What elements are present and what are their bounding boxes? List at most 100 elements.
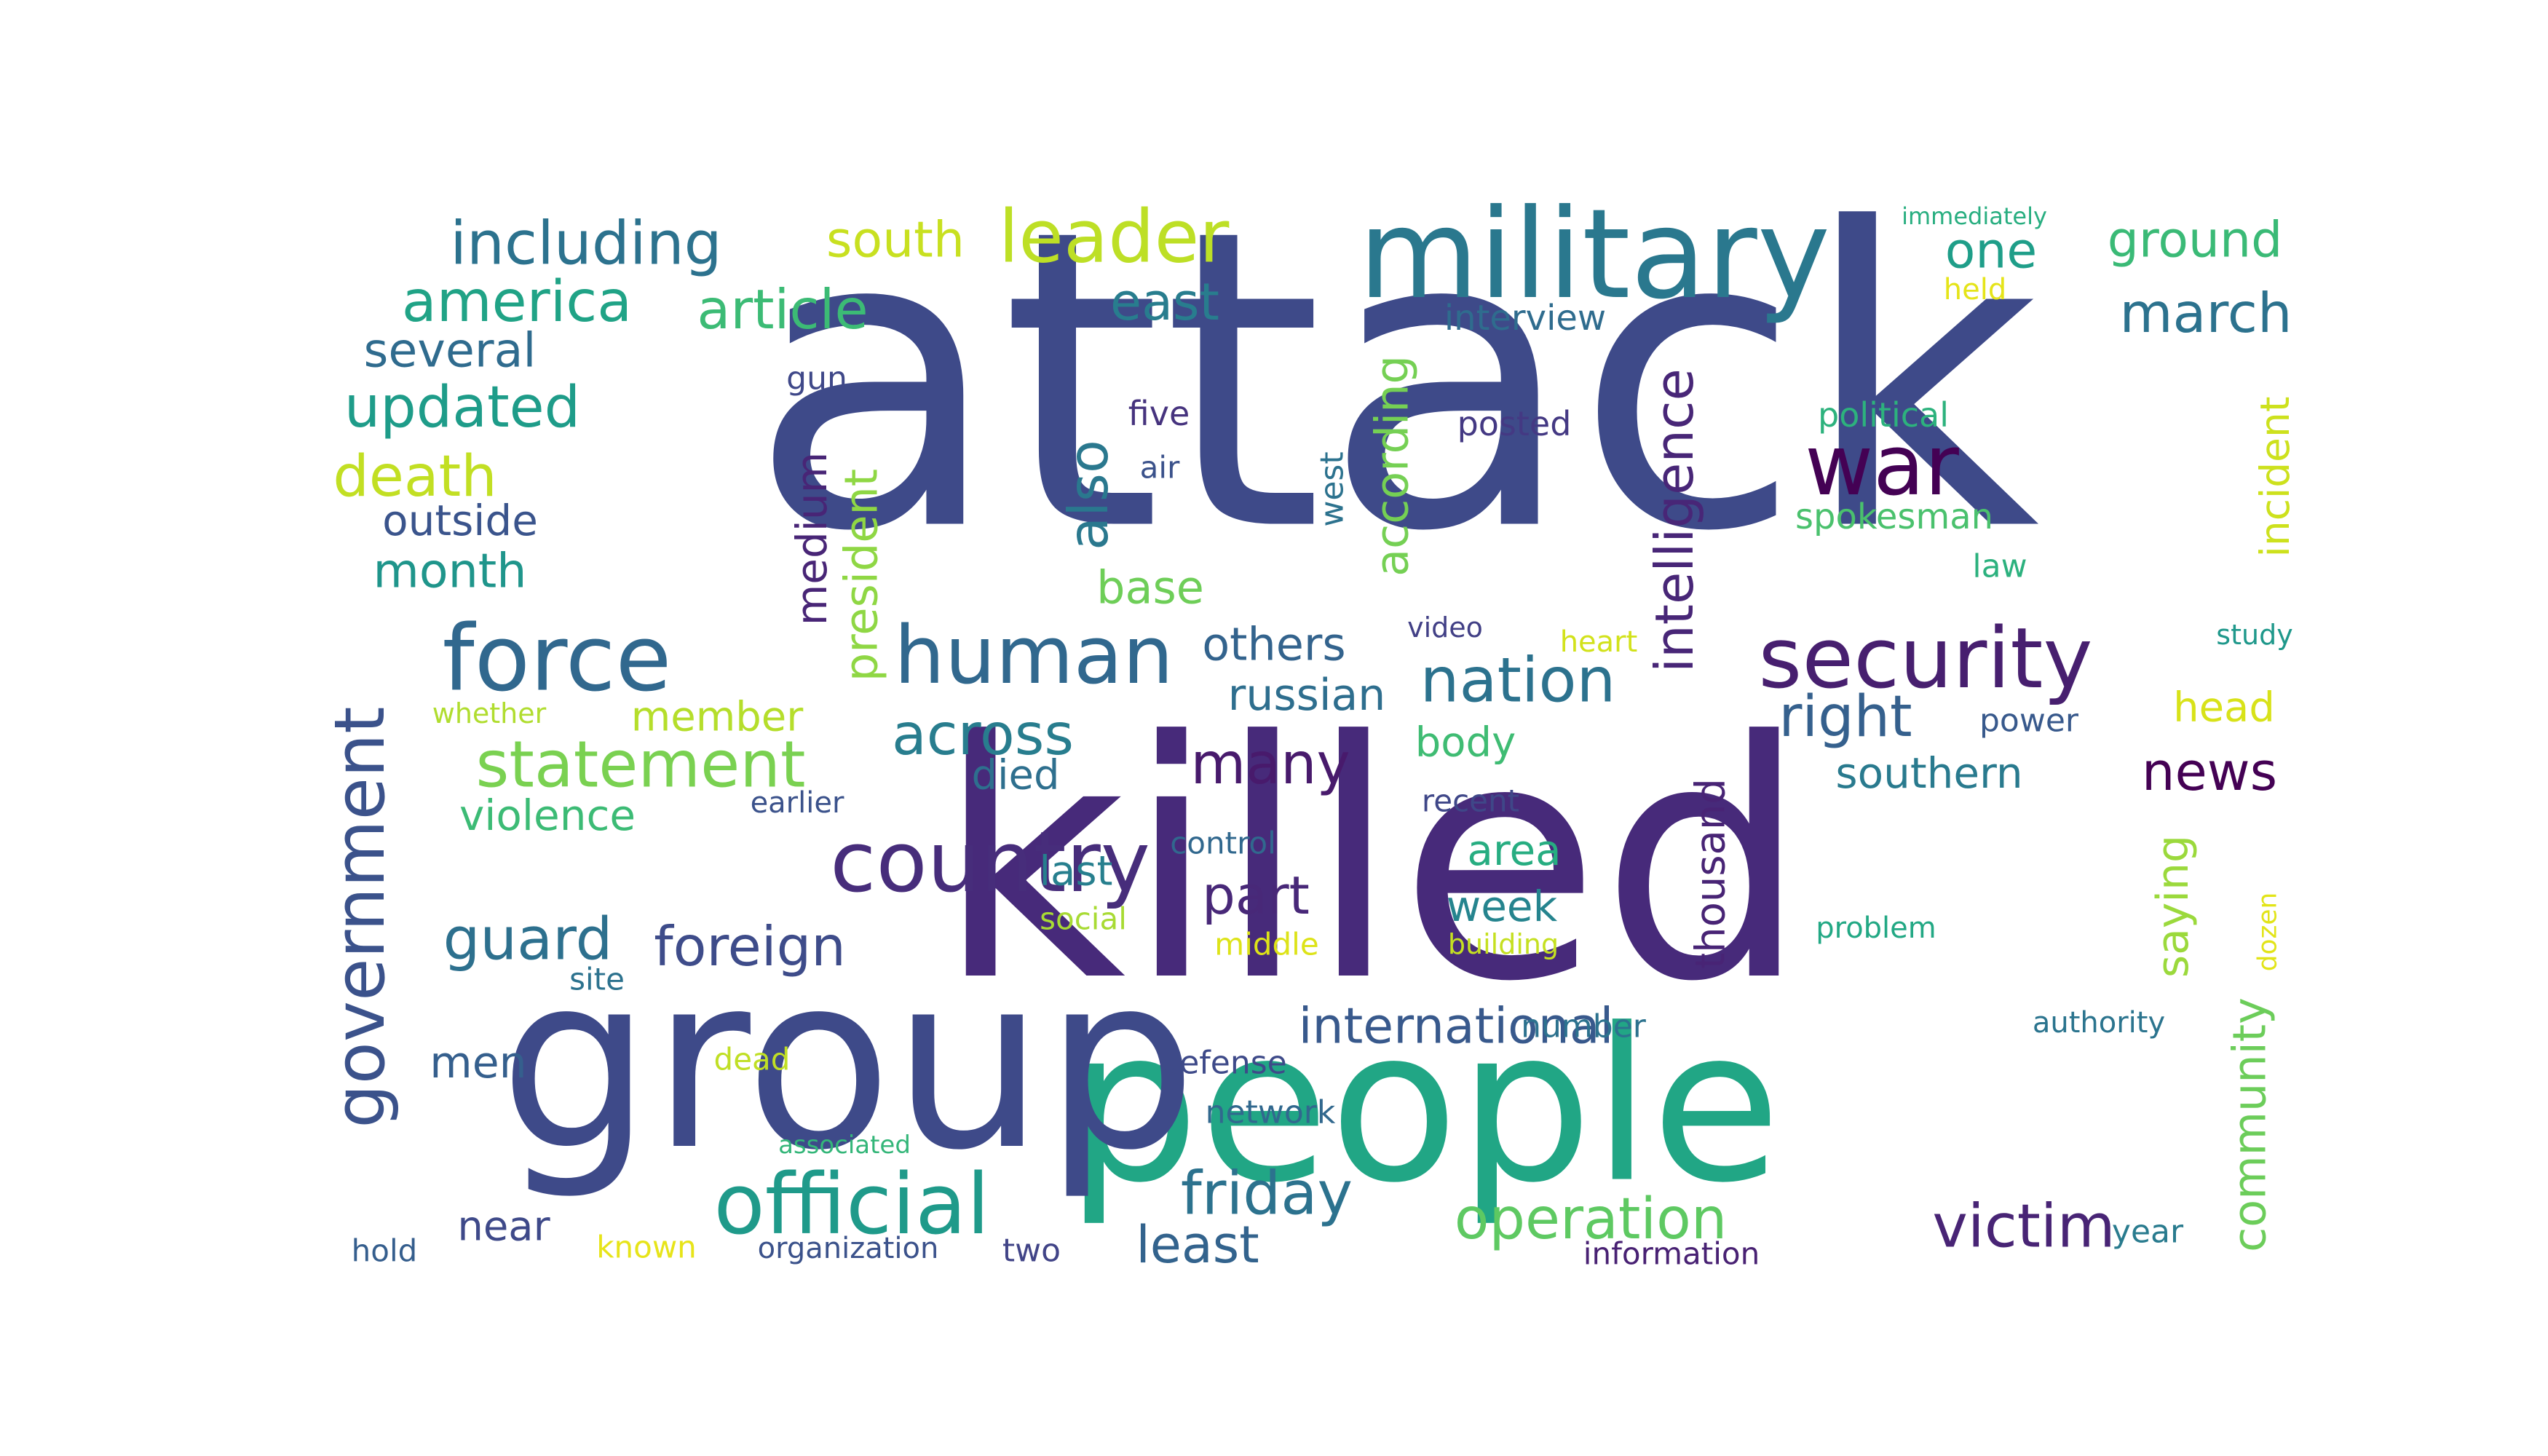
cloud-word-incident: incident [2252,397,2298,558]
cloud-word-political: political [1818,395,1949,435]
cloud-word-west: west [1314,451,1351,526]
cloud-word-five: five [1128,394,1190,433]
cloud-word-dozen: dozen [2253,893,2283,972]
cloud-word-spokesman: spokesman [1795,496,1993,537]
cloud-word-international: international [1299,998,1614,1056]
cloud-word-one: one [1945,223,2038,280]
cloud-word-gun: gun [786,360,847,397]
cloud-word-information: information [1583,1236,1760,1272]
cloud-word-saying: saying [2148,835,2199,978]
cloud-word-month: month [373,545,527,599]
cloud-word-people: people [1066,984,1781,1230]
cloud-word-associated: associated [778,1131,911,1160]
cloud-word-security: security [1758,610,2092,708]
cloud-word-whether: whether [432,697,547,729]
cloud-word-hold: hold [352,1233,418,1269]
cloud-word-statement: statement [475,727,805,802]
cloud-word-authority: authority [2033,1006,2165,1040]
cloud-word-march: march [2120,281,2292,345]
cloud-word-year: year [2112,1214,2184,1251]
cloud-word-friday: friday [1181,1160,1353,1229]
cloud-word-country: country [830,814,1150,911]
cloud-word-including: including [450,210,721,279]
cloud-word-right: right [1779,684,1912,750]
cloud-word-guard: guard [443,906,613,973]
cloud-word-last: last [1039,848,1112,895]
cloud-word-body: body [1415,719,1516,767]
cloud-word-base: base [1096,561,1204,614]
cloud-word-killed: killed [936,672,1808,1053]
cloud-word-military: military [1358,183,1831,327]
cloud-word-foreign: foreign [654,914,846,978]
cloud-word-others: others [1202,618,1345,671]
cloud-word-held: held [1944,273,2006,306]
cloud-word-air: air [1140,450,1180,486]
cloud-word-president: president [835,469,888,681]
cloud-word-building: building [1448,928,1559,960]
cloud-word-network: network [1206,1094,1336,1131]
cloud-word-southern: southern [1835,748,2022,798]
cloud-word-immediately: immediately [1902,202,2047,230]
cloud-word-attack: attack [748,143,2039,622]
cloud-word-least: least [1136,1215,1259,1275]
cloud-word-organization: organization [758,1232,939,1265]
cloud-word-operation: operation [1455,1187,1728,1252]
cloud-word-posted: posted [1457,404,1572,443]
cloud-word-article: article [697,277,868,341]
cloud-word-two: two [1002,1233,1061,1270]
cloud-word-interview: interview [1444,298,1606,339]
cloud-word-died: died [971,752,1059,799]
cloud-word-recent: recent [1422,783,1519,819]
cloud-word-problem: problem [1816,911,1936,945]
cloud-word-heart: heart [1560,625,1638,659]
cloud-word-social: social [1040,901,1127,937]
cloud-word-government: government [320,706,400,1128]
cloud-word-leader: leader [999,194,1230,280]
cloud-word-east: east [1110,272,1219,332]
cloud-word-outside: outside [382,496,538,545]
cloud-word-several: several [364,324,537,379]
cloud-word-study: study [2216,619,2292,651]
cloud-word-medium: medium [787,452,836,625]
cloud-word-updated: updated [344,375,580,440]
cloud-word-russian: russian [1228,670,1386,721]
cloud-word-force: force [443,606,672,712]
cloud-word-across: across [892,703,1074,768]
cloud-word-according: according [1366,355,1419,577]
cloud-word-intelligence: intelligence [1644,368,1705,673]
cloud-word-south: south [826,212,965,269]
cloud-word-site: site [569,962,625,997]
cloud-word-area: area [1467,826,1561,875]
cloud-word-nation: nation [1420,645,1616,717]
cloud-word-thousand: thousand [1688,778,1735,969]
cloud-word-member: member [631,694,804,741]
cloud-word-war: war [1805,417,1960,515]
cloud-word-human: human [894,609,1174,702]
cloud-word-known: known [596,1230,697,1265]
cloud-word-america: america [402,269,632,335]
cloud-word-part: part [1202,865,1310,926]
cloud-word-news: news [2142,741,2277,802]
cloud-word-defense: defense [1159,1045,1286,1082]
cloud-word-middle: middle [1214,927,1318,962]
cloud-word-community: community [2223,997,2276,1252]
cloud-word-group: group [499,923,1197,1203]
cloud-word-also: also [1056,440,1120,550]
cloud-word-many: many [1190,732,1350,797]
cloud-word-control: control [1170,826,1276,861]
cloud-word-violence: violence [459,791,636,840]
cloud-word-official: official [713,1156,989,1254]
cloud-word-ground: ground [2108,212,2283,269]
cloud-word-dead: dead [714,1042,791,1077]
cloud-word-power: power [1979,703,2079,740]
cloud-word-head: head [2173,684,2275,732]
cloud-word-men: men [430,1037,526,1088]
cloud-word-death: death [333,444,496,510]
cloud-word-video: video [1407,612,1483,644]
cloud-word-week: week [1447,882,1558,931]
cloud-word-victim: victim [1932,1192,2115,1262]
cloud-word-law: law [1972,548,2027,585]
cloud-word-earlier: earlier [751,786,844,820]
cloud-word-near: near [457,1203,550,1251]
